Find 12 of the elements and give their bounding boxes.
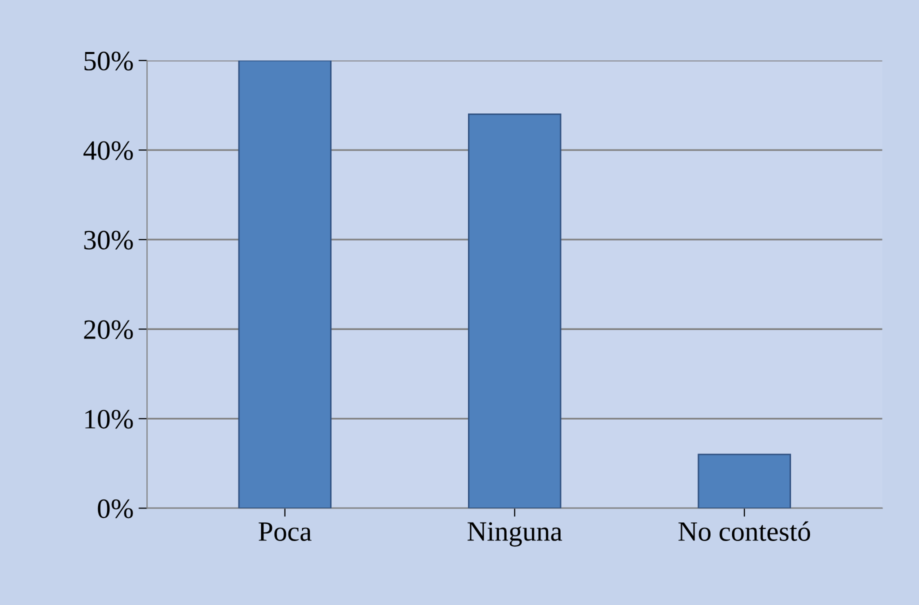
x-tick-label: No contestó bbox=[678, 521, 810, 541]
x-tick-label: Poca bbox=[258, 522, 312, 541]
y-tick-label: 40% bbox=[83, 141, 133, 160]
y-tick-label: 20% bbox=[84, 320, 133, 340]
x-tick-label: Ninguna bbox=[468, 522, 562, 547]
bar bbox=[468, 114, 562, 508]
bar bbox=[238, 60, 332, 508]
bar bbox=[698, 454, 792, 508]
y-tick-label: 50% bbox=[84, 52, 133, 70]
y-tick-label: 30% bbox=[84, 230, 133, 250]
y-tick-label: 10% bbox=[85, 410, 133, 429]
y-tick-label: 0% bbox=[98, 499, 133, 518]
